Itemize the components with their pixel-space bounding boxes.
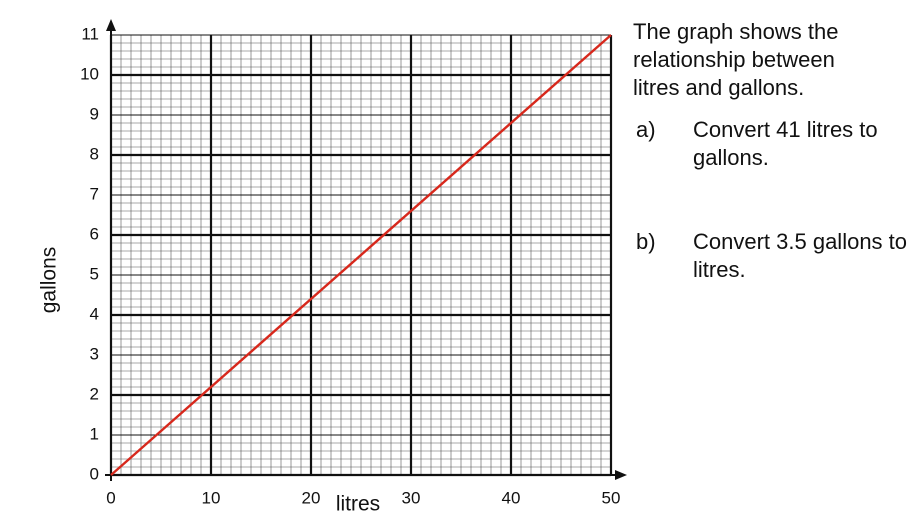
y-tick-label: 7 [90, 184, 99, 203]
x-tick-label: 30 [402, 488, 421, 507]
question-label: b) [636, 229, 656, 254]
question-text: Convert 41 litres to gallons. [693, 117, 878, 170]
y-tick-label: 9 [90, 104, 99, 123]
y-axis-label: gallons [38, 247, 61, 314]
y-tick-label: 8 [90, 144, 99, 163]
x-tick-label: 10 [202, 488, 221, 507]
x-axis-arrow [615, 470, 627, 480]
y-tick-label: 3 [90, 344, 99, 363]
intro-text: The graph shows the relationship between… [633, 19, 839, 100]
x-axis-label: litres [336, 493, 380, 516]
x-tick-label: 40 [502, 488, 521, 507]
question-label: a) [636, 117, 656, 142]
question-text: Convert 3.5 gallons to litres. [693, 229, 908, 282]
x-tick-label: 50 [602, 488, 621, 507]
y-tick-label: 11 [81, 24, 99, 43]
y-tick-label: 1 [90, 424, 99, 443]
y-axis-arrow [106, 19, 116, 31]
y-tick-label: 0 [90, 464, 99, 483]
x-tick-label: 20 [302, 488, 321, 507]
x-tick-label: 0 [106, 488, 115, 507]
y-tick-label: 2 [90, 384, 99, 403]
y-tick-label: 10 [80, 64, 99, 83]
y-tick-label: 6 [90, 224, 99, 243]
y-tick-label: 4 [90, 304, 99, 323]
data-line [110, 34, 612, 476]
y-tick-label: 5 [90, 264, 99, 283]
chart: litres gallons 0 10 20 30 40 50 0 1 2 3 4 5 6 7 8 9 10 11 [38, 19, 627, 516]
